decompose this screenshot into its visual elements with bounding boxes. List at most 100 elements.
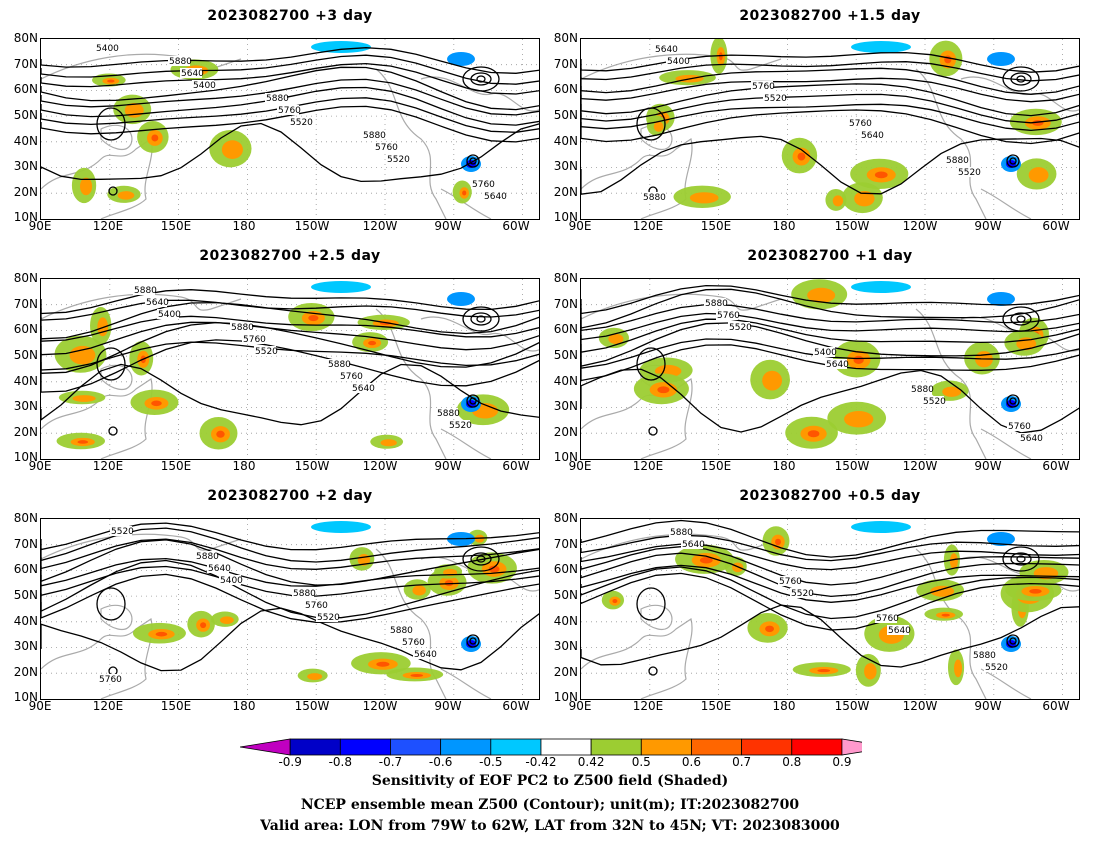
contour-label: 5880	[266, 94, 289, 104]
sensitivity-shading	[601, 521, 1069, 687]
contour-map: 5400 5400 5520 5520 5640 5640 5760 5760 5760 5880…	[41, 39, 539, 219]
colorbar-swatch	[841, 738, 893, 756]
lat-tick-label: 50N	[13, 108, 38, 122]
colorbar-swatch	[490, 738, 542, 756]
contour-label: 5880	[911, 385, 934, 395]
lat-tick-label: 70N	[553, 57, 578, 71]
lat-tick-label: 80N	[553, 31, 578, 45]
contour-label: 5760	[1008, 422, 1031, 432]
contour-label: 5880	[670, 528, 693, 538]
contour-label: 5520	[449, 421, 472, 431]
contour-label: 5520	[255, 347, 278, 357]
lon-tick-label: 120W	[362, 699, 398, 713]
coastline	[41, 533, 539, 699]
z500-contours	[581, 284, 1079, 436]
lon-tick-label: 60W	[1042, 219, 1070, 233]
lon-tick-label: 90E	[568, 459, 592, 473]
contour-label: 5520	[111, 527, 134, 537]
lat-tick-label: 60N	[553, 82, 578, 96]
lon-tick-label: 90W	[974, 699, 1002, 713]
lon-tick-label: 120W	[902, 699, 938, 713]
lat-tick-label: 60N	[553, 322, 578, 336]
contour-label: 5520	[317, 613, 340, 623]
colorbar-tick-label: -0.9	[278, 755, 302, 769]
lon-tick-label: 120E	[632, 219, 664, 233]
lat-tick-label: 80N	[13, 271, 38, 285]
colorbar-swatch	[390, 738, 442, 756]
lon-tick-label: 150E	[700, 699, 732, 713]
panel-title: 2023082700 +1.5 day	[739, 8, 921, 24]
lon-tick-label: 90W	[434, 459, 462, 473]
colorbar-swatch	[239, 738, 291, 756]
lat-tick-label: 60N	[13, 82, 38, 96]
contour-label: 5400	[96, 44, 119, 54]
lat-tick-label: 20N	[553, 185, 578, 199]
lat-tick-label: 50N	[13, 348, 38, 362]
lat-tick-label: 70N	[553, 537, 578, 551]
lat-tick-label: 10N	[13, 450, 38, 464]
lon-tick-label: 90W	[974, 459, 1002, 473]
colorbar-tick-label: -0.5	[479, 755, 503, 769]
lon-tick-label: 60W	[502, 459, 530, 473]
contour-label: 5640	[682, 540, 705, 550]
contour-label: 5640	[414, 650, 437, 660]
colorbar-swatch	[339, 738, 391, 756]
contour-labels: 5400 5520 5640 5520 5640 5760 5760 5880 5880	[642, 44, 981, 203]
lon-tick-label: 120E	[632, 459, 664, 473]
lat-tick-label: 70N	[13, 297, 38, 311]
contour-label: 5640	[655, 45, 678, 55]
lat-tick-label: 50N	[13, 588, 38, 602]
lat-tick-label: 20N	[13, 185, 38, 199]
contour-label: 5760	[717, 311, 740, 321]
map-plot-area: 5400 5520 5640 5520 5640 5760 5760 5880 5880	[580, 38, 1080, 220]
lon-tick-label: 150W	[834, 459, 870, 473]
map-panel-p2: 2023082700 +2 day 5400 5520 5640 5520 5640 576…	[14, 488, 540, 713]
contour-label: 5400	[814, 348, 837, 358]
lat-tick-label: 30N	[13, 159, 38, 173]
contour-labels: 5400 5400 5520 5520 5640 5640 5760 5760 5760 5880…	[95, 43, 507, 202]
contour-label: 5520	[958, 168, 981, 178]
contour-label: 5760	[752, 82, 775, 92]
lon-tick-label: 120W	[362, 459, 398, 473]
contour-label: 5400	[158, 310, 181, 320]
lat-tick-label: 60N	[553, 562, 578, 576]
contour-label: 5640	[826, 360, 849, 370]
lon-tick-label: 180	[772, 699, 796, 713]
lat-tick-label: 40N	[553, 614, 578, 628]
contour-label: 5760	[849, 119, 872, 129]
caption-line-3: Valid area: LON from 79W to 62W, LAT fro…	[260, 818, 840, 834]
lat-tick-label: 80N	[553, 271, 578, 285]
lat-tick-label: 60N	[13, 322, 38, 336]
contour-label: 5640	[888, 626, 911, 636]
contour-map: 5400 5520 5640 5520 5640 5760 5760 5880 5880	[581, 39, 1079, 219]
lon-tick-label: 90E	[568, 219, 592, 233]
map-panel-p3: 2023082700 +3 day 5400 5400 5520 5520 5640 564…	[14, 8, 540, 233]
lon-tick-label: 90E	[568, 699, 592, 713]
contour-labels: 5520 5640 5520 5640 5760 5400 5880 5760 5880	[704, 298, 1043, 444]
lon-tick-label: 60W	[502, 699, 530, 713]
lon-tick-label: 120W	[902, 219, 938, 233]
contour-label: 5640	[861, 131, 884, 141]
lon-tick-label: 180	[772, 459, 796, 473]
contour-label: 5880	[363, 131, 386, 141]
z500-contours	[41, 289, 539, 436]
lon-tick-label: 150W	[294, 459, 330, 473]
lat-tick-label: 30N	[553, 159, 578, 173]
contour-label: 5880	[328, 360, 351, 370]
contour-label: 5760	[779, 577, 802, 587]
contour-label: 5760	[375, 143, 398, 153]
lat-tick-label: 60N	[13, 562, 38, 576]
lon-tick-label: 180	[772, 219, 796, 233]
map-panel-p25: 2023082700 +2.5 day 5400 5520 5640 5520 5640 5…	[14, 248, 540, 473]
contour-label: 5520	[985, 663, 1008, 673]
contour-label: 5760	[99, 675, 122, 685]
lon-tick-label: 120E	[92, 219, 124, 233]
contour-label: 5520	[923, 397, 946, 407]
lon-tick-label: 60W	[1042, 459, 1070, 473]
contour-map: 5520 5640 5520 5640 5760 5400 5880 5760 5880	[581, 279, 1079, 459]
z500-contours	[581, 519, 1079, 676]
lon-tick-label: 150W	[294, 699, 330, 713]
lat-tick-label: 50N	[553, 108, 578, 122]
lat-tick-label: 50N	[553, 588, 578, 602]
lat-tick-label: 20N	[13, 425, 38, 439]
